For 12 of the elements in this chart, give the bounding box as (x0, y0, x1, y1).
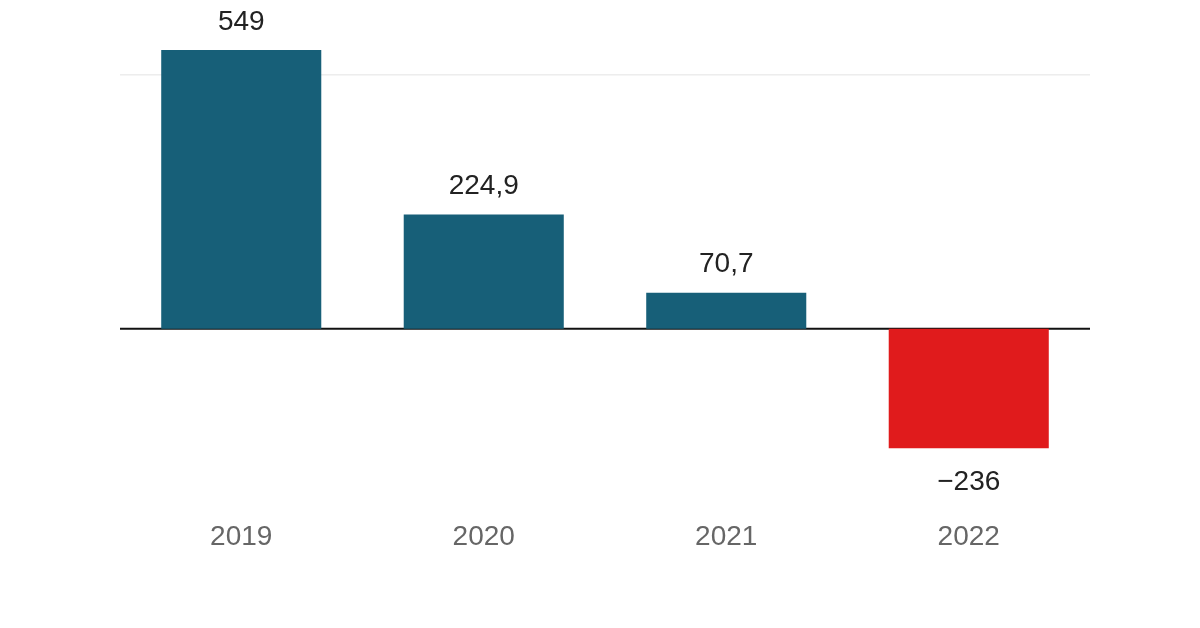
data-label: 224,9 (448, 169, 519, 201)
data-label: 549 (217, 4, 265, 36)
bar (403, 214, 564, 329)
data-label: −236 (937, 465, 1001, 497)
x-tick-label: 2021 (695, 519, 758, 551)
data-label: 70,7 (699, 247, 754, 279)
x-tick-label: 2022 (937, 519, 1000, 551)
x-tick-label: 2020 (452, 519, 515, 551)
bar (161, 50, 322, 329)
bar (646, 292, 807, 329)
x-tick-label: 2019 (210, 519, 273, 551)
bar (888, 328, 1049, 449)
